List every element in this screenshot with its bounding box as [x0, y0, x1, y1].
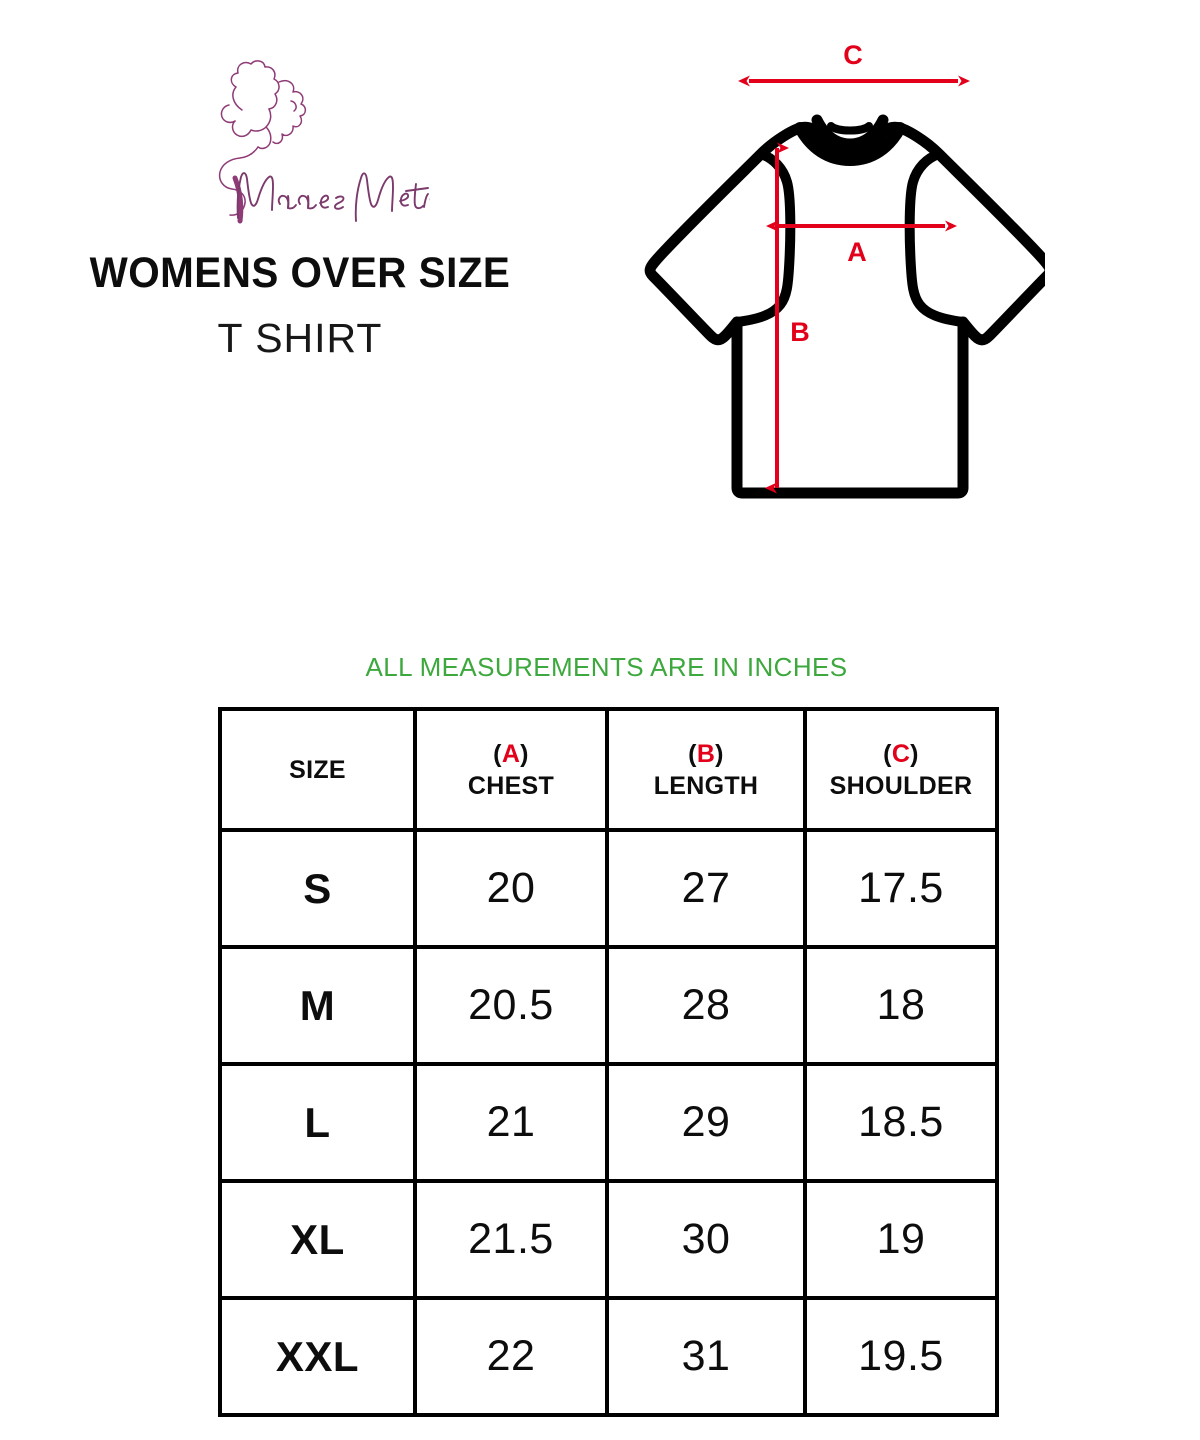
- cell-length: 30: [605, 1179, 807, 1300]
- cell-shoulder: 18: [803, 945, 999, 1066]
- table-row: L 21 29 18.5: [218, 1062, 999, 1183]
- cell-size: L: [218, 1062, 417, 1183]
- tshirt-outline-icon: [644, 114, 1056, 499]
- cell-chest: 22: [413, 1296, 609, 1417]
- logo-accent-stroke: [232, 175, 244, 224]
- column-header-chest: (A) CHEST: [413, 707, 609, 832]
- cell-length: 31: [605, 1296, 807, 1417]
- diagram-label-chest: A: [847, 237, 867, 267]
- diagram-label-length: B: [790, 317, 810, 347]
- page-title-line2: T SHIRT: [217, 315, 383, 361]
- column-header-length-label: LENGTH: [653, 771, 759, 800]
- cell-chest: 21: [413, 1062, 609, 1183]
- size-chart-table: SIZE (A) CHEST (B) LENGTH (C) SHOULDER S…: [218, 707, 999, 1417]
- column-header-chest-code: A: [501, 739, 521, 768]
- tshirt-measurement-diagram: C B A: [625, 36, 1056, 506]
- brand-logo: [180, 58, 439, 233]
- cell-size: S: [218, 828, 417, 949]
- cell-length: 29: [605, 1062, 807, 1183]
- column-header-size: SIZE: [218, 707, 417, 832]
- cell-size: XL: [218, 1179, 417, 1300]
- cell-shoulder: 18.5: [803, 1062, 999, 1183]
- cell-length: 27: [605, 828, 807, 949]
- column-header-shoulder: (C) SHOULDER: [803, 707, 999, 832]
- cell-shoulder: 19.5: [803, 1296, 999, 1417]
- column-header-shoulder-code: C: [891, 739, 911, 768]
- cell-shoulder: 19: [803, 1179, 999, 1300]
- cell-size: M: [218, 945, 417, 1066]
- column-header-chest-label: CHEST: [467, 771, 555, 800]
- column-header-size-label: SIZE: [289, 755, 346, 784]
- cell-length: 28: [605, 945, 807, 1066]
- diagram-label-shoulder: C: [843, 40, 863, 70]
- column-header-shoulder-label: SHOULDER: [829, 771, 973, 800]
- cell-shoulder: 17.5: [803, 828, 999, 949]
- table-row: M 20.5 28 18: [218, 945, 999, 1066]
- table-row: XXL 22 31 19.5: [218, 1296, 999, 1417]
- table-row: S 20 27 17.5: [218, 828, 999, 949]
- cell-chest: 21.5: [413, 1179, 609, 1300]
- table-header-row: SIZE (A) CHEST (B) LENGTH (C) SHOULDER: [218, 707, 999, 832]
- units-caption: ALL MEASUREMENTS ARE IN INCHES: [365, 652, 848, 682]
- table-row: XL 21.5 30 19: [218, 1179, 999, 1300]
- cell-size: XXL: [218, 1296, 417, 1417]
- script-wordmark-icon: [236, 172, 439, 222]
- column-header-length-code: B: [696, 739, 716, 768]
- cell-chest: 20: [413, 828, 609, 949]
- brand-block: WOMENS OVER SIZE T SHIRT: [0, 0, 600, 420]
- column-header-length: (B) LENGTH: [605, 707, 807, 832]
- page-title-line1: WOMENS OVER SIZE: [89, 249, 511, 297]
- cell-chest: 20.5: [413, 945, 609, 1066]
- woman-profile-line-art-icon: [218, 60, 307, 216]
